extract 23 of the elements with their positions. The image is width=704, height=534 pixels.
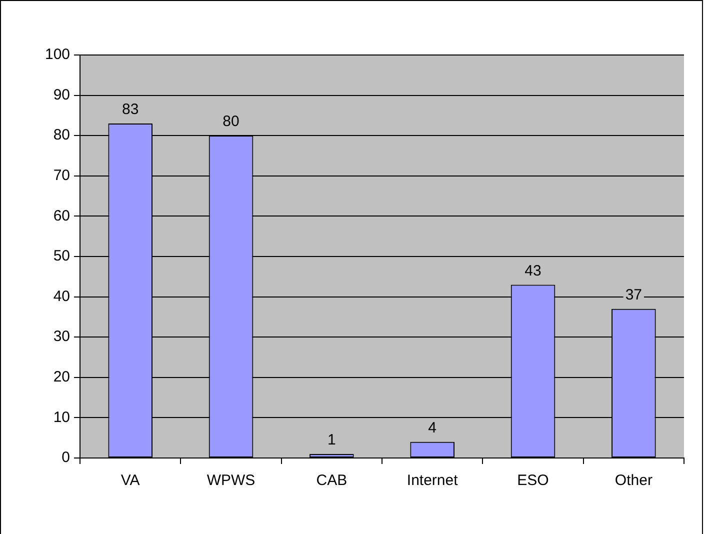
y-tick-label: 70 bbox=[53, 167, 70, 184]
data-label: 1 bbox=[328, 432, 336, 449]
data-label: 80 bbox=[222, 113, 240, 130]
y-tick-label: 30 bbox=[53, 328, 70, 346]
data-label: 83 bbox=[122, 101, 139, 118]
y-tick-label: 50 bbox=[53, 248, 70, 265]
x-tick-label: ESO bbox=[517, 472, 549, 490]
x-tick-label: Internet bbox=[406, 472, 459, 490]
data-label: 43 bbox=[524, 262, 542, 280]
x-tick-label: VA bbox=[120, 472, 140, 490]
data-label: 4 bbox=[428, 420, 437, 437]
y-tick-label: 60 bbox=[53, 207, 70, 224]
x-tick-label: CAB bbox=[316, 472, 348, 490]
data-label: 37 bbox=[625, 286, 642, 304]
x-tick-label: WPWS bbox=[206, 472, 256, 490]
y-tick-label: 40 bbox=[53, 288, 70, 305]
y-tick-label: 0 bbox=[62, 449, 70, 466]
y-tick-label: 100 bbox=[44, 46, 70, 64]
y-tick-label: 90 bbox=[53, 86, 70, 104]
y-tick-label: 20 bbox=[53, 368, 70, 386]
y-tick-label: 10 bbox=[53, 408, 70, 426]
x-tick-label: Other bbox=[614, 472, 652, 490]
y-tick-label: 80 bbox=[53, 126, 70, 144]
